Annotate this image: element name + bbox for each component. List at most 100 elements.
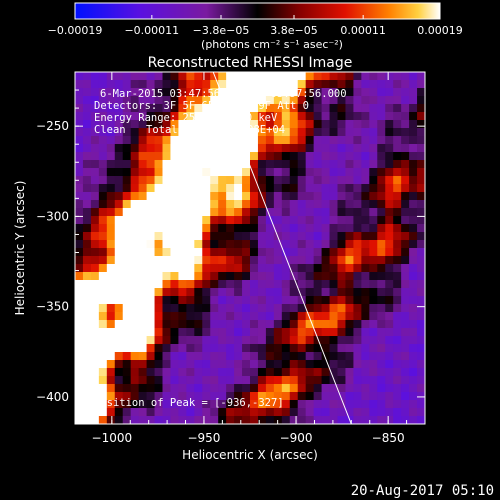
- heatmap-cell: [90, 120, 100, 129]
- heatmap-cell: [226, 360, 235, 369]
- heatmap-cell: [409, 416, 418, 424]
- heatmap-cell: [90, 392, 100, 401]
- heatmap-cell: [178, 416, 187, 424]
- heatmap-cell: [289, 160, 299, 169]
- heatmap-cell: [393, 88, 402, 97]
- heatmap-cell: [337, 200, 347, 209]
- heatmap-cell: [337, 408, 347, 417]
- heatmap-cell: [353, 320, 362, 329]
- heatmap-cell: [377, 288, 386, 297]
- heatmap-cell: [409, 336, 418, 345]
- heatmap-cell: [369, 344, 378, 353]
- heatmap-cell: [257, 368, 267, 377]
- heatmap-cell: [178, 72, 187, 81]
- heatmap-cell: [202, 72, 211, 81]
- heatmap-cell: [289, 320, 299, 329]
- heatmap-cell: [281, 368, 291, 377]
- heatmap-cell: [234, 80, 243, 89]
- heatmap-cell: [154, 280, 164, 289]
- heatmap-cell: [289, 360, 299, 369]
- heatmap-cell: [281, 256, 291, 265]
- heatmap-cell: [417, 336, 425, 345]
- x-axis: −1000 −950 −900 −850: [92, 72, 426, 445]
- heatmap-cell: [393, 272, 402, 281]
- heatmap-cell: [385, 104, 394, 113]
- heatmap-cell: [242, 288, 251, 297]
- heatmap-cell: [353, 328, 362, 337]
- heatmap-cell: [401, 136, 410, 145]
- heatmap-cell: [313, 320, 323, 329]
- heatmap-cell: [417, 72, 425, 81]
- heatmap-cell: [377, 328, 386, 337]
- heatmap-cell: [186, 216, 195, 225]
- heatmap-cell: [98, 336, 108, 345]
- heatmap-cell: [130, 296, 140, 305]
- heatmap-cell: [75, 128, 84, 137]
- heatmap-cell: [337, 336, 347, 345]
- heatmap-cell: [337, 208, 347, 217]
- heatmap-cell: [417, 240, 425, 249]
- heatmap-cell: [162, 256, 172, 265]
- heatmap-cell: [162, 376, 172, 385]
- heatmap-cell: [202, 296, 211, 305]
- heatmap-cell: [162, 80, 172, 89]
- heatmap-cell: [178, 144, 187, 153]
- heatmap-cell: [122, 184, 132, 193]
- heatmap-cell: [202, 344, 211, 353]
- heatmap-cell: [329, 296, 339, 305]
- heatmap-cell: [170, 128, 179, 137]
- heatmap-cell: [257, 112, 267, 121]
- heatmap-cell: [369, 168, 378, 177]
- heatmap-cell: [130, 176, 140, 185]
- heatmap-cell: [273, 368, 283, 377]
- heatmap-cell: [305, 184, 315, 193]
- heatmap-cell: [321, 304, 331, 313]
- heatmap-cell: [305, 272, 315, 281]
- heatmap-cell: [289, 216, 299, 225]
- heatmap-cell: [146, 296, 156, 305]
- heatmap-cell: [401, 240, 410, 249]
- heatmap-cell: [106, 184, 116, 193]
- heatmap-cell: [178, 272, 187, 281]
- heatmap-cell: [265, 128, 275, 137]
- heatmap-cell: [345, 208, 354, 217]
- heatmap-cell: [353, 72, 362, 81]
- heatmap-cell: [369, 248, 378, 257]
- heatmap-cell: [337, 344, 347, 353]
- heatmap-cell: [170, 384, 179, 393]
- heatmap-cell: [178, 128, 187, 137]
- heatmap-cell: [409, 120, 418, 129]
- heatmap-cell: [186, 376, 195, 385]
- heatmap-cell: [138, 416, 148, 424]
- heatmap-cell: [122, 88, 132, 97]
- heatmap-cell: [385, 336, 394, 345]
- heatmap-cell: [122, 352, 132, 361]
- heatmap-cell: [297, 376, 307, 385]
- heatmap-cell: [82, 272, 92, 281]
- heatmap-cell: [385, 360, 394, 369]
- heatmap-cell: [186, 128, 195, 137]
- heatmap-cell: [90, 128, 100, 137]
- heatmap-cell: [170, 248, 179, 257]
- heatmap-cell: [409, 80, 418, 89]
- heatmap-cell: [82, 256, 92, 265]
- heatmap-cell: [114, 224, 124, 233]
- heatmap-cell: [345, 224, 354, 233]
- heatmap-cell: [297, 392, 307, 401]
- heatmap-cell: [154, 168, 164, 177]
- heatmap-cell: [265, 112, 275, 121]
- heatmap-cell: [234, 400, 243, 409]
- heatmap-cell: [242, 352, 251, 361]
- heatmap-cell: [250, 88, 259, 97]
- heatmap-cell: [297, 360, 307, 369]
- heatmap-cell: [186, 304, 195, 313]
- heatmap-cell: [170, 280, 179, 289]
- heatmap-cell: [138, 320, 148, 329]
- heatmap-cell: [313, 312, 323, 321]
- heatmap-cell: [170, 144, 179, 153]
- heatmap-cell: [154, 224, 164, 233]
- heatmap-cell: [289, 144, 299, 153]
- heatmap-cell: [194, 80, 203, 89]
- heatmap-cell: [250, 168, 259, 177]
- heatmap-cell: [178, 176, 187, 185]
